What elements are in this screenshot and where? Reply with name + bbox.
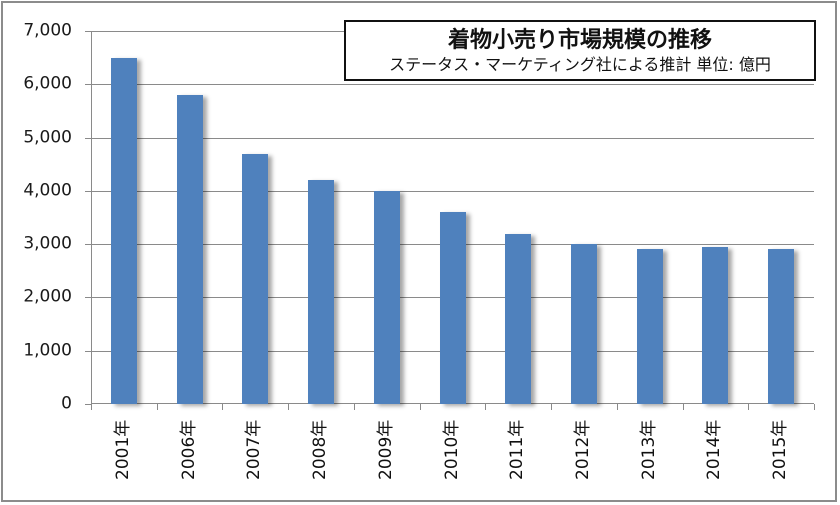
bar [702,246,729,404]
bar [439,212,466,404]
x-tick-label: 2008年 [310,419,331,480]
x-tick-label: 2006年 [178,419,199,480]
x-tick-label: 2014年 [704,419,725,480]
x-tick-mark [551,404,553,410]
gridline [91,84,814,86]
bar [176,94,203,404]
x-tick-mark [616,404,618,410]
gridline [91,190,814,192]
bar [505,233,532,404]
y-tick-label: 2,000 [23,286,72,307]
plot-area [85,31,815,410]
y-tick-mark [85,31,91,32]
x-tick-label: 2007年 [244,419,265,480]
x-tick-mark [222,404,224,410]
x-tick-label: 2012年 [572,419,593,480]
bar [242,153,269,404]
y-tick-label: 0 [61,393,72,414]
y-tick-mark [85,84,91,86]
bar [373,190,400,404]
x-tick-mark [485,404,487,410]
y-tick-mark [85,350,91,352]
x-tick-mark [288,404,290,410]
x-tick-label: 2010年 [441,419,462,480]
x-tick-mark [91,404,92,410]
y-tick-label: 3,000 [23,233,72,254]
y-axis-line [91,31,92,404]
gridline [91,137,814,139]
x-tick-label: 2011年 [507,419,528,480]
x-tick-mark [419,404,421,410]
chart-subtitle: ステータス・マーケティング社による推計 単位: 億円 [389,55,771,74]
y-tick-label: 7,000 [23,20,72,41]
x-tick-label: 2001年 [112,419,133,480]
y-tick-label: 1,000 [23,340,72,361]
bar [110,57,137,404]
x-tick-mark [353,404,355,410]
chart-title: 着物小売り市場規模の推移 [447,28,712,53]
y-tick-label: 4,000 [23,180,72,201]
y-tick-label: 5,000 [23,127,72,148]
y-tick-mark [85,404,91,405]
chart-title-box: 着物小売り市場規模の推移 ステータス・マーケティング社による推計 単位: 億円 [344,20,816,81]
x-tick-label: 2013年 [638,419,659,480]
x-tick-mark [748,404,750,410]
x-tick-label: 2009年 [375,419,396,480]
bar [636,249,663,404]
y-tick-label: 6,000 [23,73,72,94]
y-tick-mark [85,137,91,139]
y-tick-mark [85,297,91,299]
y-tick-mark [85,244,91,246]
bar [570,244,597,404]
x-tick-label: 2015年 [770,419,791,480]
bar [768,249,795,404]
y-tick-mark [85,190,91,192]
x-tick-mark [682,404,684,410]
bar [308,180,335,404]
x-tick-mark [814,404,815,410]
x-tick-mark [156,404,158,410]
